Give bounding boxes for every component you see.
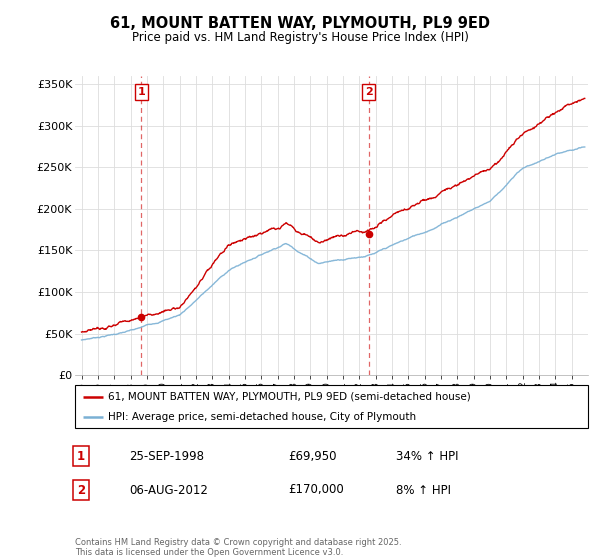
Text: 25-SEP-1998: 25-SEP-1998 xyxy=(129,450,204,463)
Text: 8% ↑ HPI: 8% ↑ HPI xyxy=(396,483,451,497)
Text: 2: 2 xyxy=(77,483,85,497)
Text: 06-AUG-2012: 06-AUG-2012 xyxy=(129,483,208,497)
Text: £69,950: £69,950 xyxy=(288,450,337,463)
Text: Contains HM Land Registry data © Crown copyright and database right 2025.
This d: Contains HM Land Registry data © Crown c… xyxy=(75,538,401,557)
FancyBboxPatch shape xyxy=(75,385,588,428)
Text: 61, MOUNT BATTEN WAY, PLYMOUTH, PL9 9ED: 61, MOUNT BATTEN WAY, PLYMOUTH, PL9 9ED xyxy=(110,16,490,31)
Text: 1: 1 xyxy=(137,87,145,97)
Text: Price paid vs. HM Land Registry's House Price Index (HPI): Price paid vs. HM Land Registry's House … xyxy=(131,31,469,44)
Text: 61, MOUNT BATTEN WAY, PLYMOUTH, PL9 9ED (semi-detached house): 61, MOUNT BATTEN WAY, PLYMOUTH, PL9 9ED … xyxy=(109,391,471,402)
Text: HPI: Average price, semi-detached house, City of Plymouth: HPI: Average price, semi-detached house,… xyxy=(109,412,416,422)
Text: 1: 1 xyxy=(77,450,85,463)
Text: £170,000: £170,000 xyxy=(288,483,344,497)
Text: 34% ↑ HPI: 34% ↑ HPI xyxy=(396,450,458,463)
Text: 2: 2 xyxy=(365,87,373,97)
